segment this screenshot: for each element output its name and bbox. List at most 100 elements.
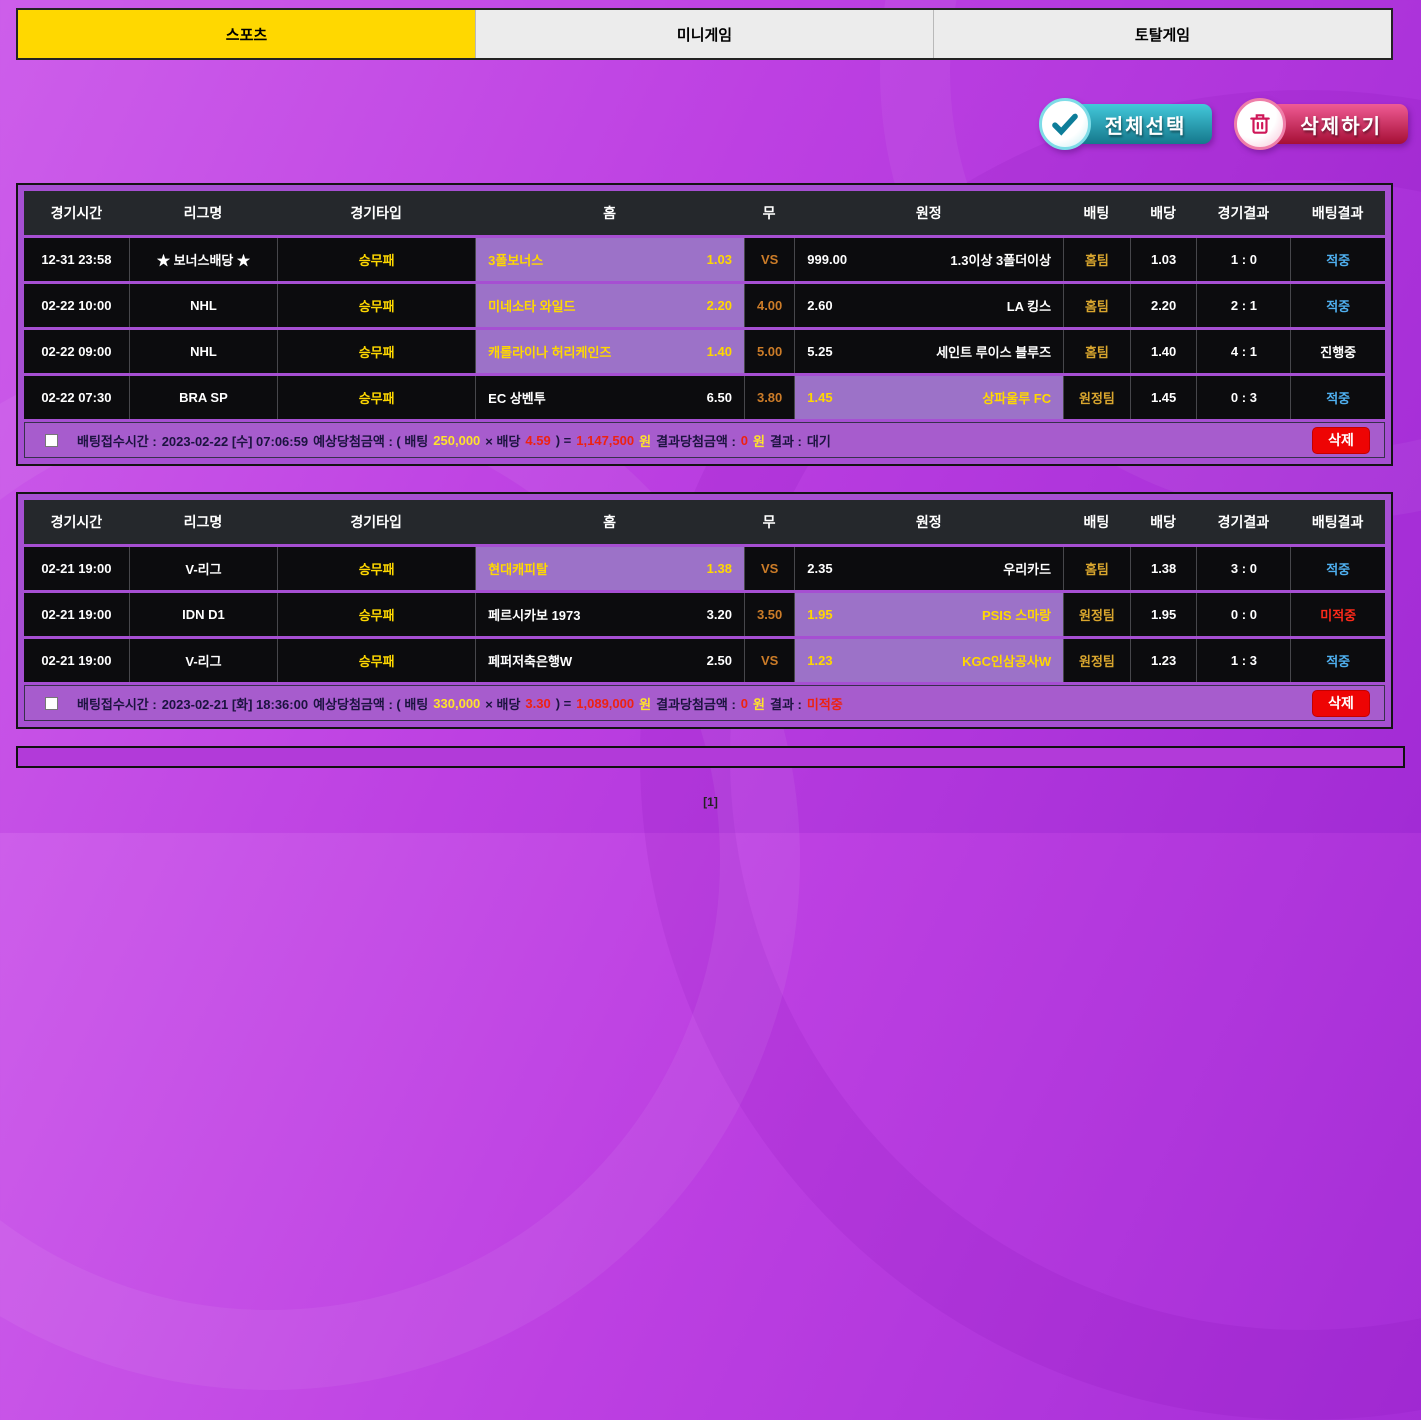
bet-odds: 1.95 [1129, 593, 1197, 636]
league-name: NHL [128, 284, 277, 327]
bet-row: 02-22 09:00 NHL 승무패 캐롤라이나 허리케인즈 1.40 5.0… [24, 330, 1385, 373]
equals-label: ) = [555, 695, 572, 711]
page-link-1[interactable]: [1] [703, 795, 718, 809]
ticket-summary: 배팅접수시간 : 2023-02-22 [수] 07:06:59 예상당첨금액 … [24, 422, 1385, 458]
total-odds: 3.30 [525, 695, 551, 711]
bet-type: 승무패 [277, 238, 475, 281]
away-name: 상파울루 FC [982, 391, 1052, 406]
league-name: ★ 보너스배당 ★ [128, 238, 277, 281]
match-time: 02-21 19:00 [41, 561, 112, 576]
bet-type: 승무패 [277, 284, 475, 327]
bet-row: 12-31 23:58 ★ 보너스배당 ★ 승무패 3폴보너스 1.03 VS … [24, 238, 1385, 281]
draw-odds: 5.00 [743, 330, 794, 373]
away-name: 1.3이상 3폴더이상 [950, 253, 1052, 268]
trash-icon [1234, 98, 1287, 150]
home-pick: 페퍼저축은행W 2.50 [475, 639, 744, 682]
ticket-checkbox[interactable] [45, 696, 58, 710]
delete-ticket-button[interactable]: 삭제 [1312, 689, 1370, 717]
bet-ticket-2: 경기시간 리그명 경기타입 홈 무 원정 배팅 배당 경기결과 배팅결과 02-… [16, 492, 1393, 729]
bet-result: 적중 [1290, 639, 1385, 682]
bet-result: 적중 [1290, 547, 1385, 590]
bet-odds: 1.40 [1129, 330, 1197, 373]
away-pick: 1.23 KGC인삼공사W [794, 639, 1064, 682]
bet-row: 02-22 07:30 BRA SP 승무패 EC 상벤투 6.50 3.80 … [24, 376, 1385, 419]
bet-type: 승무패 [277, 330, 475, 373]
away-pick: 5.25 세인트 루이스 블루즈 [794, 330, 1063, 373]
column-header: 경기결과 [1217, 205, 1270, 221]
column-header: 무 [762, 205, 776, 221]
away-pick: 2.35 우리카드 [794, 547, 1063, 590]
bet-side: 홈팀 [1063, 547, 1130, 590]
away-name: 세인트 루이스 블루즈 [936, 345, 1052, 360]
league-name: NHL [128, 330, 277, 373]
away-odds: 2.35 [807, 561, 833, 576]
bet-odds: 1.38 [1129, 547, 1197, 590]
away-name: 우리카드 [1003, 562, 1052, 577]
away-name: KGC인삼공사W [962, 654, 1052, 669]
select-all-button[interactable]: 전체선택 [1038, 98, 1213, 150]
bet-row: 02-21 19:00 V-리그 승무패 현대캐피탈 1.38 VS 2.35 … [24, 547, 1385, 590]
tab-minigame[interactable]: 미니게임 [476, 10, 934, 58]
column-header: 배당 [1150, 514, 1176, 530]
reg-time-label: 배팅접수시간 : [77, 433, 157, 449]
bet-side: 원정팀 [1063, 639, 1130, 682]
column-header: 배팅결과 [1311, 205, 1364, 221]
home-name: 캐롤라이나 허리케인즈 [488, 345, 612, 360]
action-buttons: 전체선택 삭제하기 [1038, 98, 1408, 150]
match-time: 02-22 09:00 [41, 344, 112, 359]
draw-odds: 3.50 [743, 593, 794, 636]
match-time: 02-22 10:00 [41, 298, 112, 313]
away-pick: 1.45 상파울루 FC [794, 376, 1064, 419]
match-time: 02-22 07:30 [41, 390, 112, 405]
bet-odds: 1.45 [1129, 376, 1197, 419]
match-score: 1 : 3 [1196, 639, 1290, 682]
column-header: 경기타입 [350, 514, 402, 530]
ticket-summary: 배팅접수시간 : 2023-02-21 [화] 18:36:00 예상당첨금액 … [24, 685, 1385, 721]
home-pick: 캐롤라이나 허리케인즈 1.40 [475, 330, 744, 373]
draw-odds: VS [743, 639, 794, 682]
bet-ticket-1: 경기시간 리그명 경기타입 홈 무 원정 배팅 배당 경기결과 배팅결과 12-… [16, 183, 1393, 466]
top-tab-bar: 스포츠 미니게임 토탈게임 [16, 8, 1393, 60]
delete-all-button[interactable]: 삭제하기 [1234, 98, 1408, 150]
bet-odds: 1.23 [1129, 639, 1197, 682]
bet-amount: 330,000 [433, 695, 481, 711]
home-odds: 2.20 [706, 298, 732, 313]
column-header: 리그명 [183, 514, 223, 530]
away-odds: 1.45 [807, 390, 833, 405]
away-pick: 2.60 LA 킹스 [794, 284, 1063, 327]
column-header: 무 [762, 514, 776, 530]
odds-label: × 배당 [485, 696, 521, 712]
match-time: 02-21 19:00 [41, 653, 112, 668]
draw-odds: 4.00 [743, 284, 794, 327]
column-header: 경기결과 [1217, 514, 1270, 530]
match-score: 2 : 1 [1196, 284, 1290, 327]
select-all-label: 전체선택 [1074, 104, 1213, 144]
tab-totalgame[interactable]: 토탈게임 [934, 10, 1391, 58]
tab-sports[interactable]: 스포츠 [18, 10, 476, 58]
home-pick: 3폴보너스 1.03 [475, 238, 744, 281]
home-odds: 6.50 [706, 390, 732, 405]
match-time: 02-21 19:00 [41, 607, 112, 622]
league-name: V-리그 [128, 547, 277, 590]
league-name: BRA SP [128, 376, 277, 419]
home-odds: 1.38 [706, 561, 732, 576]
delete-ticket-button[interactable]: 삭제 [1312, 426, 1370, 454]
draw-odds: 3.80 [743, 376, 794, 419]
reg-time-label: 배팅접수시간 : [77, 696, 157, 712]
bet-type: 승무패 [277, 593, 475, 636]
column-header: 홈 [603, 514, 616, 530]
bet-type: 승무패 [277, 547, 475, 590]
home-name: 페르시카보 1973 [488, 608, 581, 623]
bet-side: 홈팀 [1063, 238, 1130, 281]
reg-time-value: 2023-02-21 [화] 18:36:00 [161, 696, 309, 712]
ticket-checkbox[interactable] [45, 433, 58, 447]
empty-list-bar [16, 746, 1405, 768]
currency-label: 원 [753, 696, 765, 712]
currency-label: 원 [753, 433, 765, 449]
bet-result: 미적중 [1290, 593, 1385, 636]
home-pick: 페르시카보 1973 3.20 [475, 593, 744, 636]
result-amount: 0 [740, 695, 749, 711]
column-header: 배팅 [1083, 205, 1110, 221]
odds-label: × 배당 [485, 433, 521, 449]
table-header-row: 경기시간 리그명 경기타입 홈 무 원정 배팅 배당 경기결과 배팅결과 [24, 500, 1385, 544]
